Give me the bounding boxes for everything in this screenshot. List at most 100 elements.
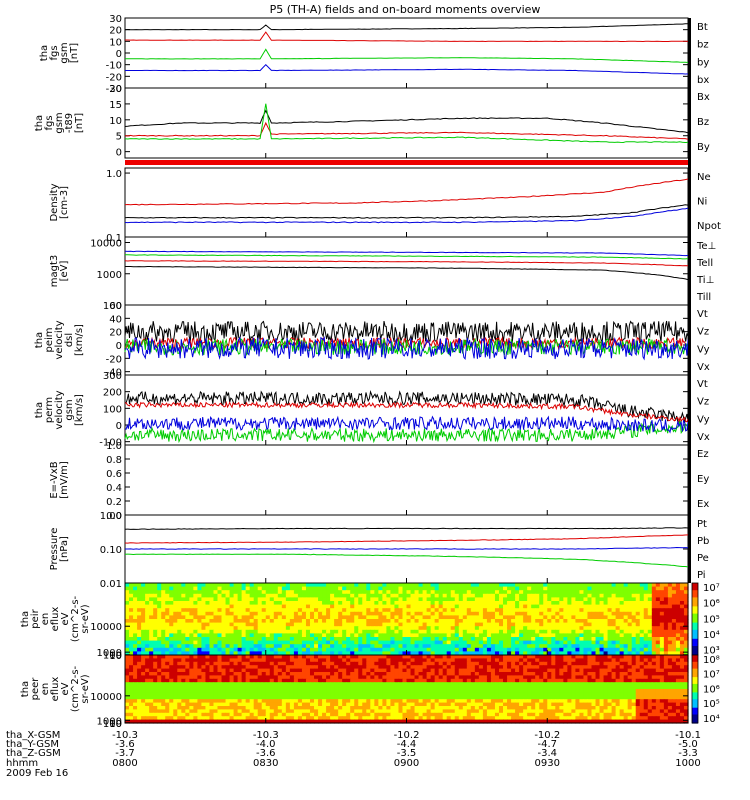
heatmap-cell — [358, 604, 363, 609]
heatmap-cell — [358, 651, 363, 656]
heatmap-cell — [133, 689, 138, 693]
heatmap-cell — [245, 644, 251, 649]
heatmap-cell — [551, 629, 556, 634]
heatmap-cell — [547, 593, 552, 598]
heatmap-cell — [301, 601, 307, 606]
heatmap-cell — [659, 640, 665, 645]
heatmap-cell — [149, 682, 154, 687]
heatmap-cell — [482, 593, 488, 598]
heatmap-cell — [563, 682, 568, 687]
heatmap-cell — [490, 604, 496, 609]
heatmap-cell — [249, 678, 255, 683]
heatmap-cell — [575, 665, 581, 670]
heatmap-cell — [221, 692, 227, 697]
heatmap-cell — [233, 661, 239, 666]
heatmap-cell — [671, 655, 677, 659]
heatmap-cell — [201, 647, 207, 652]
heatmap-cell — [402, 583, 408, 588]
heatmap-cell — [615, 629, 621, 634]
heatmap-cell — [583, 672, 589, 676]
heatmap-cell — [462, 640, 468, 645]
heatmap-cell — [683, 637, 689, 642]
heatmap-cell — [161, 637, 166, 642]
heatmap-cell — [422, 601, 428, 606]
heatmap-cell — [273, 661, 279, 666]
heatmap-cell — [145, 640, 150, 645]
heatmap-cell — [314, 597, 319, 602]
heatmap-cell — [434, 622, 440, 627]
heatmap-cell — [398, 633, 404, 638]
heatmap-cell — [229, 640, 235, 645]
heatmap-cell — [301, 672, 307, 676]
heatmap-cell — [201, 629, 207, 634]
heatmap-cell — [133, 672, 138, 676]
heatmap-cell — [651, 682, 657, 687]
heatmap-cell — [269, 661, 275, 666]
heatmap-cell — [386, 689, 392, 693]
heatmap-cell — [519, 626, 524, 631]
heatmap-cell — [454, 668, 460, 673]
heatmap-cell — [683, 665, 689, 670]
heatmap-cell — [611, 633, 617, 638]
heatmap-cell — [559, 586, 564, 591]
heatmap-cell — [446, 590, 452, 595]
heatmap-cell — [434, 692, 440, 697]
heatmap-cell — [414, 665, 420, 670]
heatmap-cell — [627, 593, 633, 598]
heatmap-cell — [615, 689, 621, 693]
heatmap-cell — [454, 604, 460, 609]
heatmap-cell — [197, 692, 203, 697]
heatmap-cell — [438, 665, 444, 670]
heatmap-cell — [579, 611, 585, 616]
heatmap-cell — [635, 615, 641, 620]
heatmap-cell — [213, 692, 219, 697]
heatmap-cell — [273, 604, 279, 609]
heatmap-cell — [277, 675, 283, 680]
heatmap-cell — [205, 689, 211, 693]
heatmap-cell — [414, 689, 420, 693]
heatmap-cell — [309, 661, 315, 666]
heatmap-cell — [675, 593, 681, 598]
heatmap-cell — [663, 655, 669, 659]
heatmap-cell — [157, 619, 162, 624]
heatmap-cell — [482, 647, 488, 652]
heatmap-cell — [410, 619, 416, 624]
heatmap-cell — [181, 604, 186, 609]
heatmap-cell — [362, 689, 367, 693]
heatmap-cell — [201, 689, 207, 693]
heatmap-cell — [474, 619, 480, 624]
heatmap-cell — [410, 601, 416, 606]
heatmap-cell — [523, 655, 528, 659]
heatmap-cell — [643, 619, 649, 624]
heatmap-cell — [402, 647, 408, 652]
heatmap-cell — [145, 644, 150, 649]
heatmap-cell — [169, 661, 174, 666]
heatmap-cell — [318, 682, 323, 687]
heatmap-cell — [285, 590, 291, 595]
heatmap-cell — [157, 593, 162, 598]
heatmap-cell — [301, 682, 307, 687]
heatmap-cell — [362, 685, 367, 690]
heatmap-cell — [382, 658, 387, 663]
colorbar-segment — [692, 606, 698, 609]
heatmap-cell — [631, 601, 637, 606]
heatmap-cell — [217, 637, 223, 642]
heatmap-cell — [366, 590, 371, 595]
heatmap-cell — [635, 665, 641, 670]
heatmap-cell — [322, 629, 327, 634]
heatmap-cell — [639, 661, 645, 666]
heatmap-cell — [293, 658, 299, 663]
heatmap-cell — [595, 604, 601, 609]
heatmap-cell — [679, 601, 685, 606]
heatmap-cell — [406, 622, 412, 627]
heatmap-cell — [438, 695, 444, 700]
heatmap-cell — [679, 651, 685, 656]
heatmap-cell — [627, 633, 633, 638]
heatmap-cell — [655, 619, 661, 624]
heatmap-cell — [177, 583, 182, 588]
heatmap-cell — [410, 622, 416, 627]
heatmap-cell — [430, 685, 436, 690]
heatmap-cell — [229, 593, 235, 598]
